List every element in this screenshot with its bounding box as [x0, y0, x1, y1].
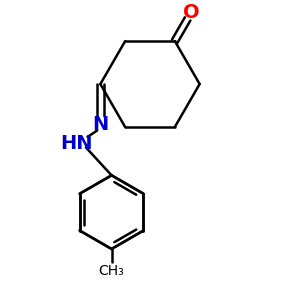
Text: N: N: [92, 115, 109, 134]
Text: CH₃: CH₃: [99, 264, 124, 278]
Text: HN: HN: [60, 134, 93, 153]
Text: O: O: [183, 3, 200, 22]
